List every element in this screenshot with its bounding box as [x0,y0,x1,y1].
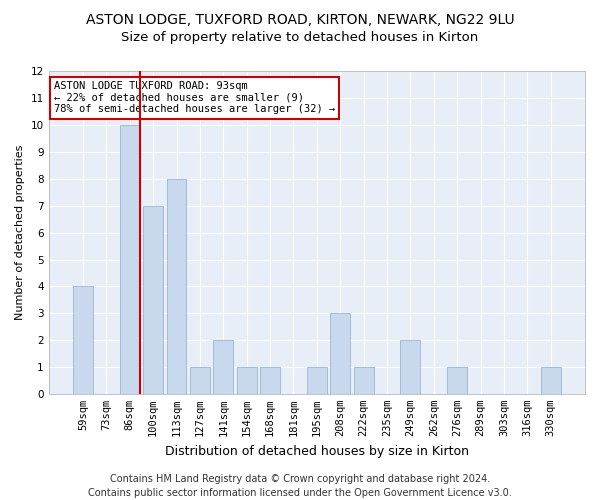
Bar [190,367,210,394]
X-axis label: Distribution of detached houses by size in Kirton: Distribution of detached houses by size … [165,444,469,458]
Bar [541,367,560,394]
Bar [307,367,327,394]
Text: ASTON LODGE TUXFORD ROAD: 93sqm
← 22% of detached houses are smaller (9)
78% of : ASTON LODGE TUXFORD ROAD: 93sqm ← 22% of… [54,81,335,114]
Bar [447,367,467,394]
Bar [400,340,421,394]
Text: ASTON LODGE, TUXFORD ROAD, KIRTON, NEWARK, NG22 9LU: ASTON LODGE, TUXFORD ROAD, KIRTON, NEWAR… [86,12,514,26]
Bar [143,206,163,394]
Bar [214,340,233,394]
Bar [353,367,374,394]
Text: Size of property relative to detached houses in Kirton: Size of property relative to detached ho… [121,31,479,44]
Bar [167,179,187,394]
Y-axis label: Number of detached properties: Number of detached properties [15,145,25,320]
Text: Contains HM Land Registry data © Crown copyright and database right 2024.
Contai: Contains HM Land Registry data © Crown c… [88,474,512,498]
Bar [73,286,93,394]
Bar [260,367,280,394]
Bar [120,125,140,394]
Bar [330,313,350,394]
Bar [237,367,257,394]
